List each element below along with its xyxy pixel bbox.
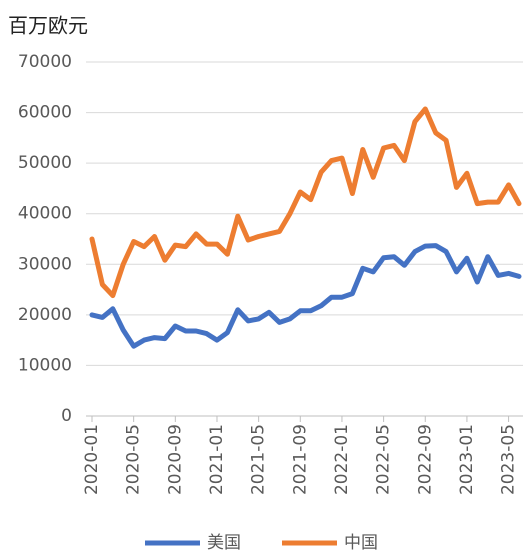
x-tick-label: 2023-01	[457, 424, 477, 495]
y-tick-label: 10000	[18, 355, 72, 375]
series-line	[89, 243, 522, 349]
y-tick-label: 70000	[18, 52, 72, 72]
y-tick-label: 20000	[18, 305, 72, 325]
x-tick-label: 2022-01	[332, 424, 352, 495]
legend-label: 中国	[344, 533, 378, 553]
y-tick-label: 40000	[18, 204, 72, 224]
series-line	[89, 106, 522, 299]
x-tick-label: 2020-01	[82, 424, 102, 495]
axis-unit: 百万欧元	[8, 14, 88, 38]
y-tick-label: 30000	[18, 254, 72, 274]
x-tick-label: 2022-09	[415, 424, 435, 495]
x-tick-label: 2021-01	[207, 424, 227, 495]
y-tick-label: 50000	[18, 153, 72, 173]
legend-label: 美国	[207, 533, 241, 553]
y-tick-label: 0	[61, 406, 72, 426]
y-tick-label: 60000	[18, 103, 72, 123]
x-tick-label: 2023-05	[499, 424, 519, 495]
x-tick-label: 2021-09	[290, 424, 310, 495]
x-tick-label: 2021-05	[249, 424, 269, 495]
x-tick-label: 2022-05	[374, 424, 394, 495]
x-tick-label: 2020-05	[124, 424, 144, 495]
x-tick-label: 2020-09	[165, 424, 185, 495]
